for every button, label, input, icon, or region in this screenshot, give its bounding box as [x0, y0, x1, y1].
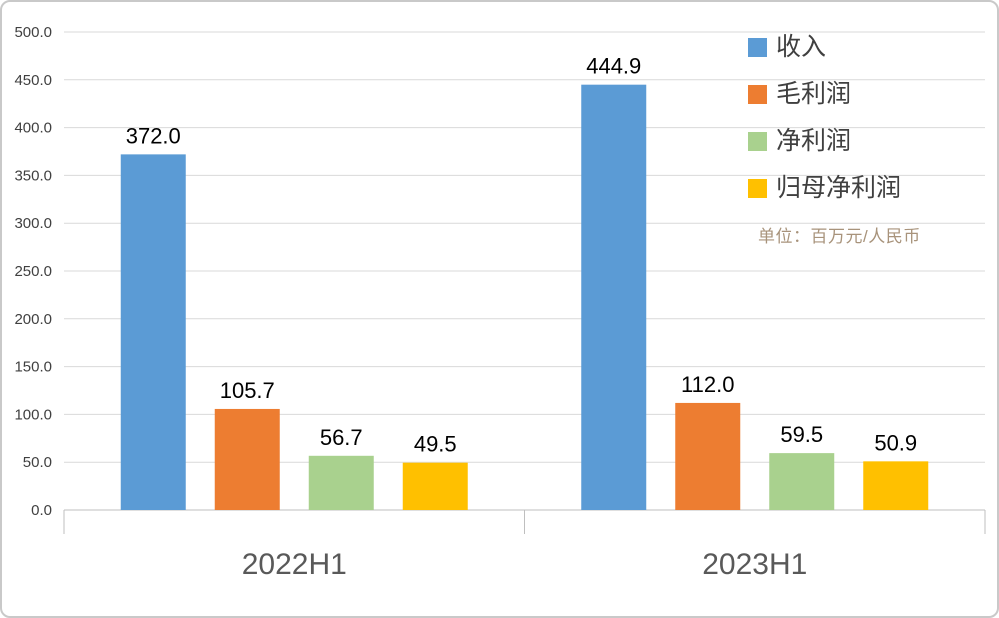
y-tick-label: 200.0	[14, 311, 52, 328]
y-tick-label: 500.0	[14, 24, 52, 41]
y-tick-label: 450.0	[14, 72, 52, 89]
y-tick-label: 250.0	[14, 263, 52, 280]
category-label: 2023H1	[702, 548, 807, 581]
bar-value-label: 112.0	[681, 372, 734, 397]
bar-归母净利润-2022H1	[402, 462, 468, 510]
legend-label: 收入	[776, 33, 827, 61]
legend-item-收入: 收入	[748, 32, 901, 62]
y-tick-label: 0.0	[31, 502, 52, 519]
bar-value-label: 50.9	[874, 430, 917, 455]
bar-净利润-2023H1	[769, 453, 835, 510]
bar-毛利润-2022H1	[214, 408, 280, 510]
bar-归母净利润-2023H1	[863, 461, 929, 510]
legend-item-毛利润: 毛利润	[748, 79, 901, 109]
legend-label: 净利润	[776, 127, 852, 155]
y-tick-label: 300.0	[14, 215, 52, 232]
y-tick-label: 350.0	[14, 167, 52, 184]
bar-毛利润-2023H1	[675, 402, 741, 510]
legend-item-净利润: 净利润	[748, 126, 901, 156]
bar-收入-2023H1	[581, 84, 647, 510]
bar-value-label: 444.9	[586, 54, 641, 79]
bar-value-label: 372.0	[126, 123, 181, 148]
bar-value-label: 105.7	[220, 378, 275, 403]
y-tick-label: 400.0	[14, 120, 52, 137]
chart-legend: 收入毛利润净利润归母净利润	[748, 32, 901, 203]
y-tick-label: 100.0	[14, 406, 52, 423]
bar-净利润-2022H1	[308, 455, 374, 510]
bar-收入-2022H1	[120, 154, 186, 511]
y-tick-label: 150.0	[14, 359, 52, 376]
legend-label: 毛利润	[776, 80, 852, 108]
bar-value-label: 59.5	[780, 422, 823, 447]
unit-note: 单位：百万元/人民币	[758, 227, 921, 246]
legend-swatch-icon	[748, 37, 767, 57]
y-tick-label: 50.0	[23, 454, 52, 471]
legend-swatch-icon	[748, 178, 767, 198]
legend-swatch-icon	[748, 131, 767, 151]
category-label: 2022H1	[242, 548, 347, 581]
bar-value-label: 49.5	[414, 432, 457, 457]
bar-value-label: 56.7	[320, 425, 363, 450]
legend-label: 归母净利润	[776, 174, 902, 202]
legend-item-归母净利润: 归母净利润	[748, 173, 901, 203]
legend-swatch-icon	[748, 84, 767, 104]
